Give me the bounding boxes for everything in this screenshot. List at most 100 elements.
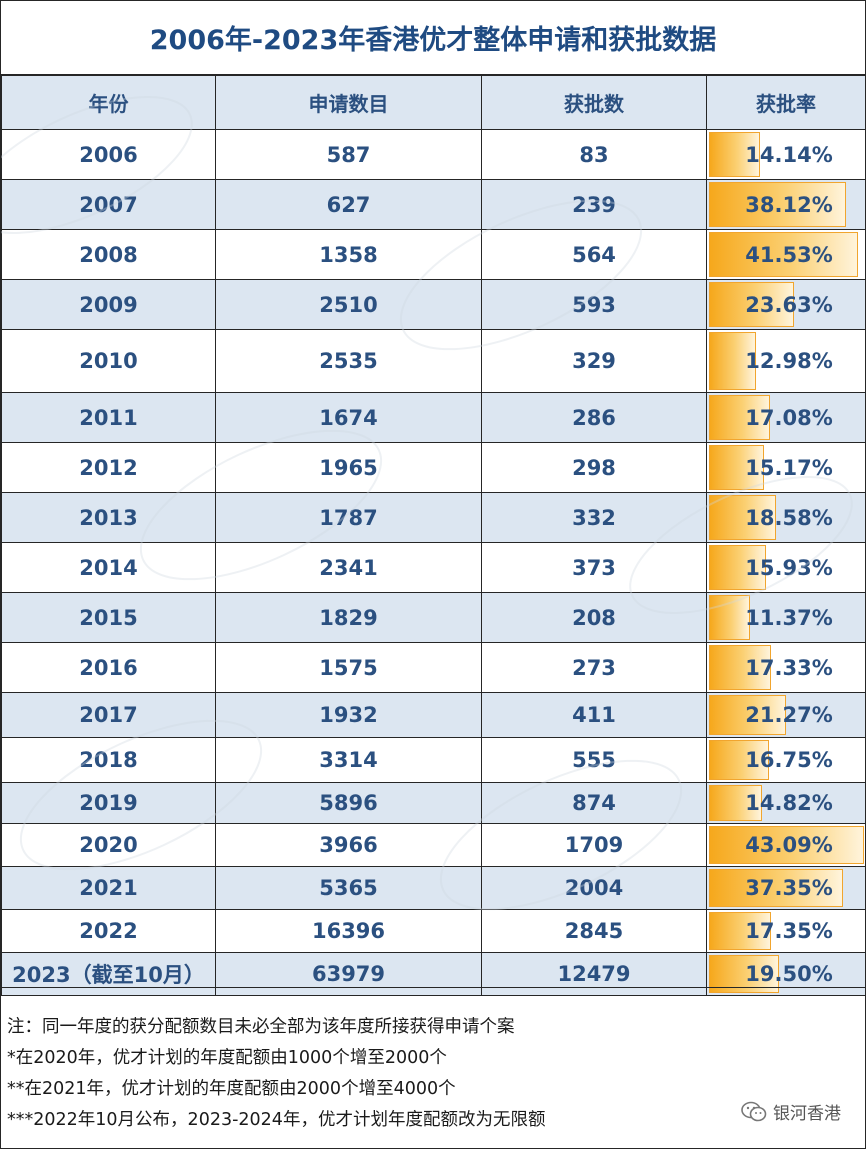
applications-cell: 1575: [215, 642, 482, 693]
rate-value: 14.14%: [745, 142, 833, 167]
applications-cell: 1932: [215, 692, 482, 738]
rate-cell: 38.12%: [706, 179, 865, 230]
year-cell: 2019: [1, 782, 216, 824]
approved-cell: 12479: [481, 952, 707, 996]
table-row: 2006 587 83 14.14%: [1, 129, 865, 180]
approved-cell: 555: [481, 737, 707, 783]
rate-bar: [709, 912, 771, 950]
year-cell: 2013: [1, 492, 216, 543]
table-row: 2016 1575 273 17.33%: [1, 642, 865, 693]
rate-bar: [709, 282, 794, 327]
footnote: *在2020年，优才计划的年度配额由1000个增至2000个: [7, 1048, 447, 1068]
header-applications: 申请数目: [215, 75, 482, 130]
year-cell: 2023（截至10月）: [1, 952, 216, 996]
approved-cell: 83: [481, 129, 707, 180]
table-row: 2012 1965 298 15.17%: [1, 442, 865, 493]
footnotes: 注：同一年度的获分配额数目未必全部为该年度所接获得申请个案 *在2020年，优才…: [1, 987, 865, 1148]
rate-cell: 14.14%: [706, 129, 865, 180]
year-cell: 2012: [1, 442, 216, 493]
footnote: ***2022年10月公布，2023-2024年，优才计划年度配额改为无限额: [7, 1110, 546, 1130]
rate-cell: 15.17%: [706, 442, 865, 493]
approved-cell: 273: [481, 642, 707, 693]
applications-cell: 1787: [215, 492, 482, 543]
approved-cell: 2845: [481, 909, 707, 953]
year-cell: 2018: [1, 737, 216, 783]
applications-cell: 1674: [215, 392, 482, 443]
applications-cell: 5365: [215, 866, 482, 910]
rate-value: 17.33%: [745, 655, 833, 680]
rate-bar: [709, 495, 776, 540]
rate-bar: [709, 826, 864, 864]
brand-badge: 银河香港: [741, 1099, 841, 1124]
rate-value: 21.27%: [745, 703, 833, 727]
table-row: 2017 1932 411 21.27%: [1, 692, 865, 738]
year-cell: 2009: [1, 279, 216, 330]
rate-cell: 18.58%: [706, 492, 865, 543]
rate-cell: 17.33%: [706, 642, 865, 693]
applications-cell: 63979: [215, 952, 482, 996]
rate-cell: 23.63%: [706, 279, 865, 330]
approved-cell: 286: [481, 392, 707, 443]
year-cell: 2021: [1, 866, 216, 910]
applications-cell: 627: [215, 179, 482, 230]
header-row: 年份 申请数目 获批数 获批率: [1, 75, 865, 130]
approved-cell: 564: [481, 229, 707, 280]
applications-cell: 2341: [215, 542, 482, 593]
table-row: 2020 3966 1709 43.09%: [1, 823, 865, 867]
applications-cell: 587: [215, 129, 482, 180]
rate-bar: [709, 645, 771, 690]
rate-value: 12.98%: [745, 349, 833, 373]
page-title: 2006年-2023年香港优才整体申请和获批数据: [1, 1, 865, 75]
approved-cell: 411: [481, 692, 707, 738]
rate-value: 19.50%: [745, 962, 833, 986]
rate-cell: 41.53%: [706, 229, 865, 280]
year-cell: 2016: [1, 642, 216, 693]
rate-bar: [709, 182, 846, 227]
applications-cell: 3314: [215, 737, 482, 783]
rate-value: 38.12%: [745, 192, 833, 217]
approved-cell: 298: [481, 442, 707, 493]
applications-cell: 1829: [215, 592, 482, 643]
approved-cell: 1709: [481, 823, 707, 867]
table-row: 2014 2341 373 15.93%: [1, 542, 865, 593]
rate-cell: 12.98%: [706, 329, 865, 393]
year-cell: 2017: [1, 692, 216, 738]
rate-value: 43.09%: [745, 833, 833, 857]
rate-cell: 15.93%: [706, 542, 865, 593]
applications-cell: 1358: [215, 229, 482, 280]
rate-bar: [709, 545, 766, 590]
header-approved: 获批数: [481, 75, 707, 130]
rate-bar: [709, 955, 779, 993]
year-cell: 2011: [1, 392, 216, 443]
rate-bar: [709, 869, 843, 907]
rate-cell: 11.37%: [706, 592, 865, 643]
approved-cell: 208: [481, 592, 707, 643]
approved-cell: 332: [481, 492, 707, 543]
rate-bar: [709, 395, 770, 440]
rate-bar: [709, 695, 786, 735]
approval-table: 年份 申请数目 获批数 获批率 2006 587 83 14.14% 2007 627 23…: [1, 75, 865, 996]
applications-cell: 5896: [215, 782, 482, 824]
rate-cell: 21.27%: [706, 692, 865, 738]
rate-cell: 37.35%: [706, 866, 865, 910]
year-cell: 2008: [1, 229, 216, 280]
rate-cell: 17.35%: [706, 909, 865, 953]
rate-bar: [709, 232, 858, 277]
table-row: 2015 1829 208 11.37%: [1, 592, 865, 643]
rate-cell: 19.50%: [706, 952, 865, 996]
rate-cell: 16.75%: [706, 737, 865, 783]
approved-cell: 239: [481, 179, 707, 230]
rate-value: 41.53%: [745, 242, 833, 267]
table-row: 2023（截至10月） 63979 12479 19.50%: [1, 952, 865, 996]
table-row: 2018 3314 555 16.75%: [1, 737, 865, 783]
year-cell: 2007: [1, 179, 216, 230]
rate-bar: [709, 595, 750, 640]
applications-cell: 2535: [215, 329, 482, 393]
table-row: 2013 1787 332 18.58%: [1, 492, 865, 543]
year-cell: 2022: [1, 909, 216, 953]
rate-value: 17.08%: [745, 405, 833, 430]
rate-value: 16.75%: [745, 748, 833, 772]
footnote: **在2021年，优才计划的年度配额由2000个增至4000个: [7, 1079, 456, 1099]
header-year: 年份: [1, 75, 216, 130]
